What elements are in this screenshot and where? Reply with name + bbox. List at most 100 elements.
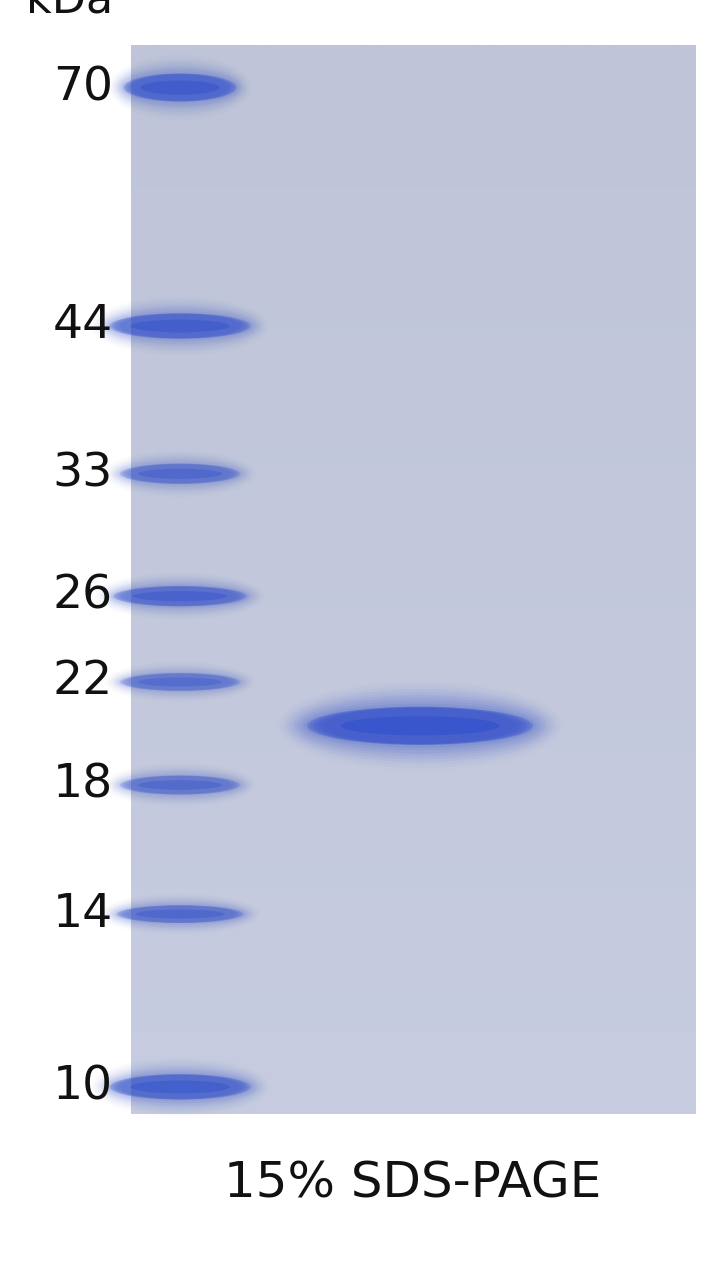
Ellipse shape (114, 904, 246, 924)
Ellipse shape (297, 698, 543, 754)
Ellipse shape (341, 717, 499, 736)
Ellipse shape (321, 708, 519, 744)
Ellipse shape (118, 905, 242, 923)
Ellipse shape (121, 586, 239, 605)
Ellipse shape (118, 462, 242, 485)
Ellipse shape (112, 1074, 249, 1100)
Ellipse shape (114, 1075, 246, 1100)
Ellipse shape (114, 314, 246, 338)
Ellipse shape (131, 1080, 229, 1093)
Ellipse shape (122, 72, 238, 104)
Ellipse shape (313, 707, 527, 745)
Ellipse shape (310, 707, 530, 745)
Ellipse shape (304, 704, 537, 748)
Ellipse shape (126, 74, 234, 101)
Ellipse shape (120, 776, 240, 795)
Ellipse shape (128, 74, 232, 101)
Ellipse shape (111, 585, 249, 608)
Text: 22: 22 (53, 659, 113, 704)
Ellipse shape (107, 581, 253, 611)
Ellipse shape (118, 586, 242, 605)
Text: 14: 14 (53, 892, 113, 937)
Ellipse shape (124, 463, 236, 484)
Text: 10: 10 (53, 1065, 113, 1110)
Ellipse shape (113, 314, 247, 338)
Ellipse shape (324, 708, 516, 744)
Ellipse shape (124, 73, 237, 101)
Text: 70: 70 (53, 65, 113, 110)
Ellipse shape (131, 320, 229, 333)
Ellipse shape (126, 776, 234, 794)
Ellipse shape (123, 463, 237, 484)
Ellipse shape (129, 74, 231, 101)
Text: 44: 44 (53, 303, 113, 348)
Ellipse shape (113, 902, 247, 925)
Text: 15% SDS-PAGE: 15% SDS-PAGE (225, 1160, 602, 1208)
Ellipse shape (116, 586, 244, 607)
Ellipse shape (138, 677, 222, 686)
Ellipse shape (318, 708, 522, 744)
Ellipse shape (105, 1070, 255, 1103)
Ellipse shape (300, 701, 540, 751)
Ellipse shape (119, 1075, 241, 1098)
Ellipse shape (120, 463, 240, 484)
Ellipse shape (121, 673, 239, 691)
Text: kDa: kDa (26, 0, 113, 22)
Ellipse shape (114, 586, 246, 607)
Text: 33: 33 (53, 452, 113, 497)
Ellipse shape (118, 774, 242, 796)
Ellipse shape (316, 708, 525, 744)
Ellipse shape (116, 65, 244, 110)
Ellipse shape (124, 906, 236, 923)
Ellipse shape (116, 1075, 244, 1100)
Ellipse shape (126, 673, 234, 690)
Ellipse shape (113, 586, 247, 607)
Ellipse shape (121, 776, 239, 795)
Ellipse shape (290, 692, 550, 759)
Ellipse shape (133, 591, 227, 602)
Ellipse shape (107, 1073, 253, 1102)
Ellipse shape (120, 69, 240, 106)
Ellipse shape (116, 905, 244, 923)
Ellipse shape (120, 905, 240, 923)
Ellipse shape (120, 673, 240, 691)
Ellipse shape (116, 905, 244, 923)
Text: 26: 26 (53, 573, 113, 618)
Ellipse shape (120, 586, 240, 605)
Ellipse shape (124, 73, 237, 101)
Ellipse shape (121, 905, 239, 923)
Ellipse shape (109, 582, 251, 609)
Ellipse shape (105, 310, 255, 343)
Ellipse shape (112, 314, 249, 339)
Ellipse shape (124, 776, 236, 795)
Ellipse shape (131, 74, 229, 101)
Ellipse shape (113, 1074, 247, 1100)
Ellipse shape (123, 673, 237, 691)
Ellipse shape (138, 468, 222, 479)
Ellipse shape (109, 314, 251, 339)
Ellipse shape (119, 67, 241, 108)
Ellipse shape (116, 314, 244, 338)
Ellipse shape (120, 673, 240, 691)
Ellipse shape (124, 673, 236, 691)
Text: 18: 18 (53, 763, 113, 808)
Ellipse shape (120, 463, 240, 484)
Ellipse shape (103, 307, 257, 344)
Ellipse shape (118, 672, 242, 692)
Ellipse shape (120, 776, 240, 795)
Ellipse shape (125, 74, 235, 101)
Ellipse shape (307, 707, 533, 745)
Ellipse shape (119, 314, 241, 338)
Ellipse shape (123, 776, 237, 795)
Ellipse shape (109, 1074, 251, 1100)
Ellipse shape (136, 910, 225, 919)
Ellipse shape (109, 1074, 251, 1100)
Ellipse shape (126, 465, 234, 484)
Ellipse shape (121, 463, 239, 484)
Ellipse shape (103, 1069, 257, 1106)
Ellipse shape (140, 81, 220, 95)
Ellipse shape (294, 695, 546, 756)
Ellipse shape (138, 781, 222, 790)
Ellipse shape (123, 905, 237, 923)
Ellipse shape (109, 314, 251, 339)
